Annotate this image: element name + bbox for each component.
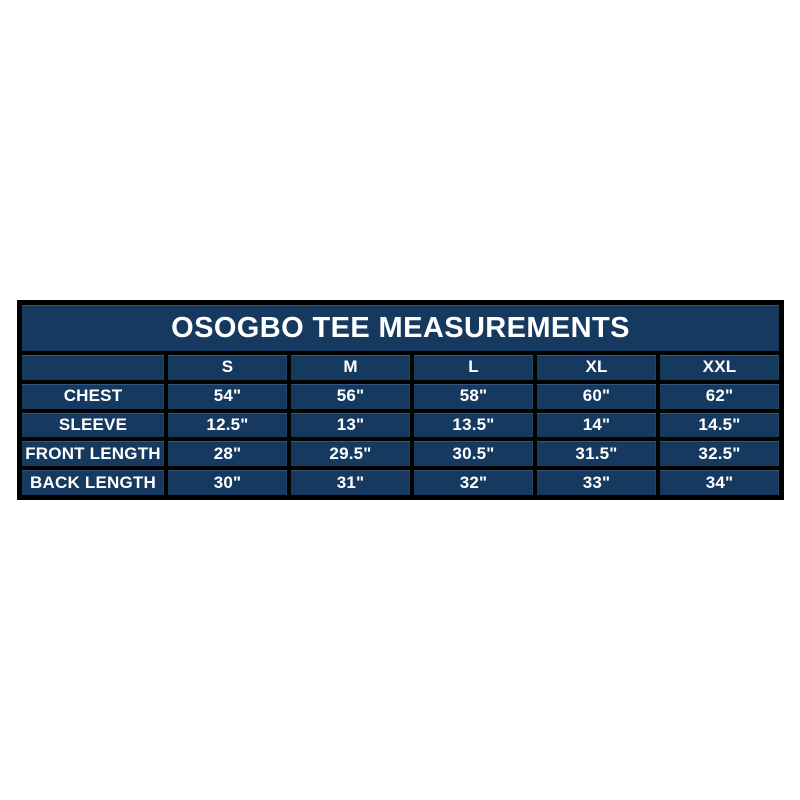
row-label-front-length: FRONT LENGTH (22, 441, 164, 467)
corner-cell (22, 355, 164, 380)
column-header-s: S (168, 355, 287, 380)
row-label-sleeve: SLEEVE (22, 412, 164, 438)
row-label-chest: CHEST (22, 383, 164, 409)
table-cell: 31" (291, 470, 410, 495)
table-cell: 30.5" (414, 441, 533, 467)
table-cell: 30" (168, 470, 287, 495)
table-cell: 29.5" (291, 441, 410, 467)
table-title: OSOGBO TEE MEASUREMENTS (22, 305, 779, 351)
table-cell: 54" (168, 383, 287, 409)
table-grid: S M L XL XXL CHEST 54" 56" 58" 60" 62" S… (22, 355, 779, 495)
table-cell: 12.5" (168, 412, 287, 438)
table-cell: 13" (291, 412, 410, 438)
column-header-m: M (291, 355, 410, 380)
row-label-back-length: BACK LENGTH (22, 470, 164, 495)
table-cell: 58" (414, 383, 533, 409)
table-cell: 62" (660, 383, 779, 409)
measurements-table: OSOGBO TEE MEASUREMENTS S M L XL XXL CHE… (17, 300, 784, 500)
table-cell: 32" (414, 470, 533, 495)
table-cell: 14" (537, 412, 656, 438)
table-cell: 13.5" (414, 412, 533, 438)
table-cell: 33" (537, 470, 656, 495)
column-header-l: L (414, 355, 533, 380)
table-cell: 14.5" (660, 412, 779, 438)
table-cell: 34" (660, 470, 779, 495)
column-header-xxl: XXL (660, 355, 779, 380)
table-cell: 32.5" (660, 441, 779, 467)
table-cell: 31.5" (537, 441, 656, 467)
table-cell: 60" (537, 383, 656, 409)
table-cell: 56" (291, 383, 410, 409)
table-cell: 28" (168, 441, 287, 467)
column-header-xl: XL (537, 355, 656, 380)
